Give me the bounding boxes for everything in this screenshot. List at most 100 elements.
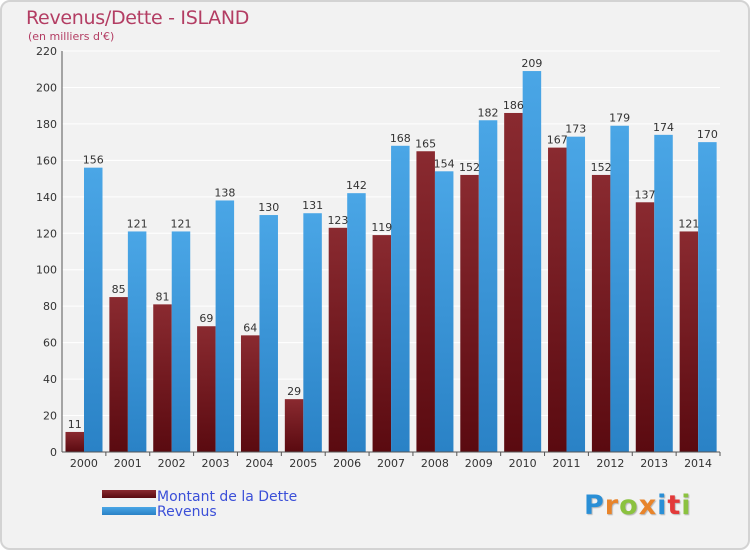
- bar-debt: [284, 399, 304, 452]
- proxiti-logo: Proxiti: [584, 490, 692, 521]
- logo-letter: i: [657, 490, 668, 521]
- bar-revenue: [434, 171, 454, 453]
- y-tick-label: 140: [36, 191, 57, 204]
- legend-swatch-debt: [102, 490, 156, 498]
- data-label-revenue: 130: [258, 201, 279, 214]
- bar-revenue: [215, 200, 235, 452]
- data-label-revenue: 170: [697, 128, 718, 141]
- data-label-debt: 152: [591, 161, 612, 174]
- x-tick-label: 2008: [421, 457, 449, 470]
- data-label-revenue: 174: [653, 121, 674, 134]
- bar-debt: [372, 235, 392, 452]
- y-tick-label: 20: [43, 410, 57, 423]
- x-tick-label: 2005: [289, 457, 317, 470]
- bar-revenue: [84, 167, 103, 452]
- data-label-debt: 165: [415, 137, 436, 150]
- bar-debt: [460, 174, 479, 453]
- data-label-revenue: 182: [478, 106, 499, 119]
- bar-debt: [416, 151, 435, 452]
- bar-debt: [504, 112, 523, 453]
- x-tick-label: 2013: [640, 457, 668, 470]
- x-tick-label: 2000: [70, 457, 98, 470]
- y-tick-label: 220: [36, 45, 57, 58]
- y-tick-label: 40: [43, 373, 57, 386]
- bar-revenue: [610, 125, 629, 453]
- bar-revenue: [259, 215, 278, 452]
- data-label-revenue: 154: [434, 157, 455, 170]
- legend-swatch-revenue: [102, 507, 156, 515]
- bar-revenue: [391, 145, 410, 453]
- y-tick-label: 200: [36, 81, 57, 94]
- logo-letter: x: [638, 490, 658, 521]
- bar-revenue: [127, 231, 147, 452]
- data-label-debt: 167: [547, 134, 568, 147]
- logo-letter: r: [604, 490, 620, 521]
- y-tick-label: 180: [36, 118, 57, 131]
- x-tick-label: 2010: [509, 457, 537, 470]
- chart-title: Revenus/Dette - ISLAND: [26, 7, 250, 29]
- legend-label-debt: Montant de la Dette: [157, 489, 297, 505]
- data-label-debt: 69: [199, 312, 213, 325]
- bar-debt: [635, 202, 655, 452]
- data-label-revenue: 168: [390, 132, 411, 145]
- x-tick-label: 2014: [684, 457, 712, 470]
- bar-revenue: [347, 193, 366, 452]
- data-label-debt: 85: [112, 283, 126, 296]
- data-label-debt: 152: [459, 161, 480, 174]
- bar-debt: [65, 431, 84, 452]
- data-label-debt: 64: [243, 321, 257, 334]
- data-label-revenue: 156: [83, 154, 104, 167]
- logo-letter: o: [619, 490, 639, 521]
- data-label-revenue: 179: [609, 112, 630, 125]
- logo-letter: i: [681, 490, 692, 521]
- data-label-revenue: 131: [302, 199, 323, 212]
- data-label-debt: 123: [327, 214, 348, 227]
- bar-debt: [109, 297, 128, 452]
- bar-revenue: [654, 134, 673, 452]
- x-tick-label: 2004: [245, 457, 273, 470]
- bar-debt: [240, 335, 260, 452]
- x-tick-label: 2006: [333, 457, 361, 470]
- bar-revenue: [698, 142, 717, 453]
- data-label-revenue: 121: [127, 217, 148, 230]
- bar-debt: [679, 231, 699, 452]
- data-label-debt: 81: [155, 290, 169, 303]
- legend-label-revenue: Revenus: [157, 504, 217, 520]
- bar-debt: [328, 227, 348, 452]
- chart-legend: Montant de la Dette Revenus: [102, 489, 297, 520]
- data-label-revenue: 209: [521, 57, 542, 70]
- data-label-debt: 121: [678, 217, 699, 230]
- data-label-debt: 137: [635, 188, 656, 201]
- bar-revenue: [478, 120, 498, 452]
- y-tick-label: 0: [50, 446, 57, 459]
- x-tick-label: 2011: [552, 457, 580, 470]
- data-label-revenue: 138: [214, 186, 235, 199]
- x-tick-label: 2007: [377, 457, 405, 470]
- data-label-revenue: 142: [346, 179, 367, 192]
- chart-subtitle: (en milliers d'€): [28, 30, 115, 43]
- x-tick-label: 2012: [596, 457, 624, 470]
- y-tick-label: 60: [43, 337, 57, 350]
- bar-revenue: [303, 213, 322, 452]
- y-tick-label: 80: [43, 300, 57, 313]
- data-label-revenue: 173: [565, 123, 586, 136]
- bar-debt: [197, 326, 216, 452]
- y-tick-label: 100: [36, 264, 57, 277]
- data-label-debt: 119: [371, 221, 392, 234]
- bar-debt: [153, 304, 172, 452]
- y-tick-label: 160: [36, 154, 57, 167]
- y-tick-label: 120: [36, 227, 57, 240]
- bar-revenue: [171, 231, 191, 452]
- logo-letter: t: [667, 490, 682, 521]
- logo-letter: P: [584, 490, 605, 521]
- data-label-debt: 186: [503, 99, 524, 112]
- data-label-revenue: 121: [170, 217, 191, 230]
- x-tick-label: 2002: [158, 457, 186, 470]
- data-label-debt: 29: [287, 385, 301, 398]
- data-label-debt: 11: [68, 418, 82, 431]
- bar-debt: [591, 174, 611, 453]
- x-tick-label: 2003: [202, 457, 230, 470]
- x-tick-label: 2009: [465, 457, 493, 470]
